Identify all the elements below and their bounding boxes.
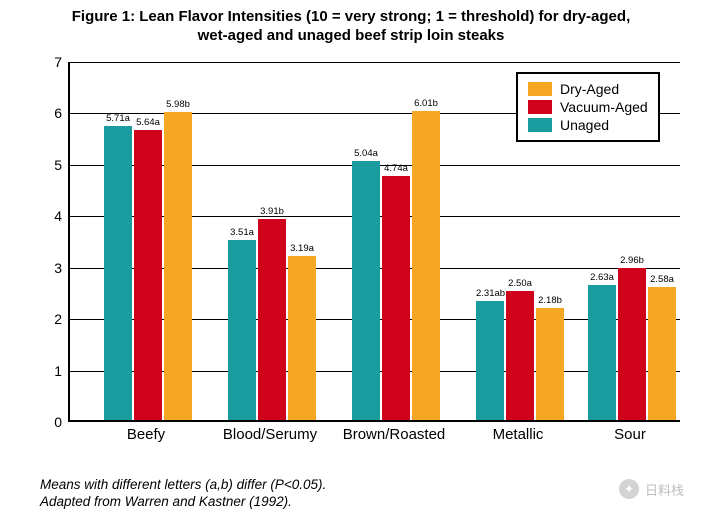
legend: Dry-Aged Vacuum-Aged Unaged (516, 72, 660, 142)
bar: 3.19a (288, 256, 316, 420)
bar: 2.58a (648, 287, 676, 420)
title-line-2: wet-aged and unaged beef strip loin stea… (40, 27, 662, 46)
category-label: Sour (614, 426, 646, 443)
category-label: Metallic (493, 426, 544, 443)
watermark: ✦ 日料栈 (619, 479, 684, 499)
y-tick-label: 1 (42, 363, 62, 379)
bar: 2.18b (536, 308, 564, 420)
bar-value-label: 2.50a (506, 278, 534, 291)
bar: 4.74a (382, 176, 410, 420)
wechat-icon: ✦ (619, 479, 639, 499)
bar: 6.01b (412, 111, 440, 420)
bar-value-label: 2.18b (536, 295, 564, 308)
y-tick-label: 4 (42, 208, 62, 224)
legend-swatch (528, 118, 552, 132)
bar-value-label: 5.71a (104, 113, 132, 126)
bar: 3.51a (228, 240, 256, 421)
y-tick-label: 0 (42, 414, 62, 430)
legend-item: Dry-Aged (528, 80, 648, 98)
bar: 5.98b (164, 112, 192, 420)
bar-value-label: 5.98b (164, 99, 192, 112)
bar: 2.96b (618, 268, 646, 420)
category-label: Beefy (127, 426, 165, 443)
bar: 2.50a (506, 291, 534, 420)
bar-value-label: 2.63a (588, 272, 616, 285)
y-tick-label: 6 (42, 105, 62, 121)
footnote-line-2: Adapted from Warren and Kastner (1992). (40, 493, 326, 511)
y-tick-label: 3 (42, 260, 62, 276)
grid-line (70, 62, 680, 63)
legend-label: Unaged (560, 117, 609, 133)
y-tick-label: 7 (42, 54, 62, 70)
legend-label: Vacuum-Aged (560, 99, 648, 115)
category-label: Brown/Roasted (343, 426, 446, 443)
watermark-text: 日料栈 (645, 480, 684, 499)
bar: 2.31ab (476, 301, 504, 420)
bar-value-label: 3.51a (228, 227, 256, 240)
bar-value-label: 6.01b (412, 98, 440, 111)
bar-value-label: 2.58a (648, 274, 676, 287)
legend-item: Unaged (528, 116, 648, 134)
bar-value-label: 2.31ab (476, 288, 504, 301)
category-label: Blood/Serumy (223, 426, 317, 443)
legend-swatch (528, 100, 552, 114)
title-line-1: Figure 1: Lean Flavor Intensities (10 = … (40, 8, 662, 27)
bar-value-label: 2.96b (618, 255, 646, 268)
legend-swatch (528, 82, 552, 96)
chart-title: Figure 1: Lean Flavor Intensities (10 = … (0, 0, 702, 50)
bar-value-label: 5.64a (134, 117, 162, 130)
bar: 5.64a (134, 130, 162, 420)
bar: 5.04a (352, 161, 380, 420)
bar-value-label: 5.04a (352, 148, 380, 161)
y-tick-label: 2 (42, 311, 62, 327)
chart-container: 5.71a5.64a5.98b3.51a3.91b3.19a5.04a4.74a… (40, 62, 680, 452)
legend-label: Dry-Aged (560, 81, 619, 97)
bar: 5.71a (104, 126, 132, 420)
bar-value-label: 3.19a (288, 243, 316, 256)
bar: 3.91b (258, 219, 286, 420)
bar-value-label: 3.91b (258, 206, 286, 219)
chart-footnote: Means with different letters (a,b) diffe… (40, 476, 326, 511)
bar-value-label: 4.74a (382, 163, 410, 176)
y-tick-label: 5 (42, 157, 62, 173)
footnote-line-1: Means with different letters (a,b) diffe… (40, 476, 326, 494)
legend-item: Vacuum-Aged (528, 98, 648, 116)
bar: 2.63a (588, 285, 616, 420)
